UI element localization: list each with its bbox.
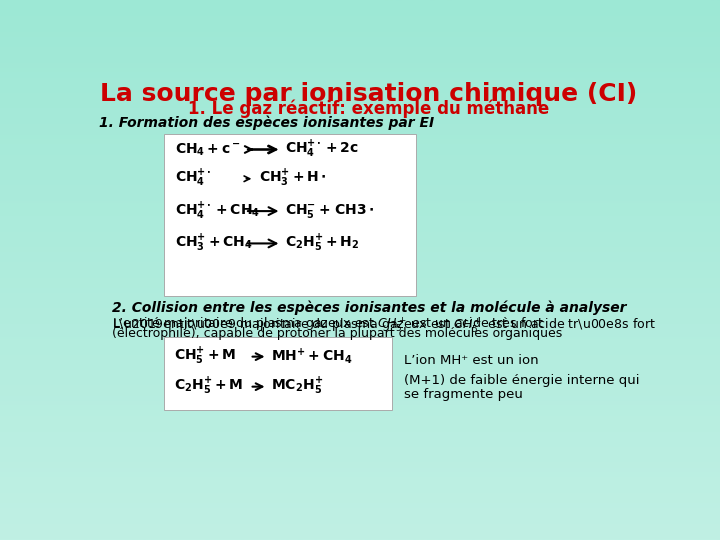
Text: 1. Formation des espèces ionisantes par EI: 1. Formation des espèces ionisantes par … bbox=[99, 116, 434, 130]
Text: (M+1) de faible énergie interne qui: (M+1) de faible énergie interne qui bbox=[404, 374, 639, 387]
Text: $\mathbf{CH_5^{+} + M}$: $\mathbf{CH_5^{+} + M}$ bbox=[174, 346, 235, 367]
Text: $\mathbf{CH_4^{+\cdot} + CH_4}$: $\mathbf{CH_4^{+\cdot} + CH_4}$ bbox=[175, 200, 261, 222]
Text: $\mathbf{C_2H_5^{+} + M}$: $\mathbf{C_2H_5^{+} + M}$ bbox=[174, 376, 243, 397]
FancyBboxPatch shape bbox=[163, 134, 415, 296]
Text: $\mathbf{CH_4^{+\cdot} + 2c}$: $\mathbf{CH_4^{+\cdot} + 2c}$ bbox=[285, 139, 359, 160]
Text: $\mathbf{C_2H_5^{+} + H_2}$: $\mathbf{C_2H_5^{+} + H_2}$ bbox=[285, 233, 360, 254]
Text: $\mathbf{MH^{+} + CH_4}$: $\mathbf{MH^{+} + CH_4}$ bbox=[271, 347, 353, 367]
Text: $\mathbf{CH_4^{+\cdot}}$: $\mathbf{CH_4^{+\cdot}}$ bbox=[175, 168, 212, 190]
Text: $\mathbf{MC_2H_5^{+}}$: $\mathbf{MC_2H_5^{+}}$ bbox=[271, 376, 323, 397]
Text: $\mathbf{CH_3^{+} + H\cdot}$: $\mathbf{CH_3^{+} + H\cdot}$ bbox=[259, 168, 327, 190]
Text: L’entité majoritaire du plasma gazeux est $CH_5^+$ est un acide très fort: L’entité majoritaire du plasma gazeux es… bbox=[112, 315, 544, 334]
Text: La source par ionisation chimique (CI): La source par ionisation chimique (CI) bbox=[100, 82, 638, 106]
Text: $\mathbf{CH_4 + c^-}$: $\mathbf{CH_4 + c^-}$ bbox=[175, 141, 240, 158]
Text: $\mathbf{CH_5^{-} + \,CH3\cdot}$: $\mathbf{CH_5^{-} + \,CH3\cdot}$ bbox=[285, 202, 375, 220]
Text: $\mathbf{CH_3^{+} + CH_4}$: $\mathbf{CH_3^{+} + CH_4}$ bbox=[175, 233, 253, 254]
Text: 1. Le gaz réactif: exemple du méthane: 1. Le gaz réactif: exemple du méthane bbox=[189, 99, 549, 118]
Text: L\u2019entit\u00e9 majoritaire du plasma gazeux est $CH_5^+$ est un acide tr\u00: L\u2019entit\u00e9 majoritaire du plasma… bbox=[112, 316, 656, 335]
Text: 2. Collision entre les espèces ionisantes et la molécule à analyser: 2. Collision entre les espèces ionisante… bbox=[112, 300, 626, 315]
Text: (électrophile), capable de protoner la plupart des molécules organiques: (électrophile), capable de protoner la p… bbox=[112, 327, 562, 340]
Text: L’ion MH⁺ est un ion: L’ion MH⁺ est un ion bbox=[404, 354, 539, 367]
Text: se fragmente peu: se fragmente peu bbox=[404, 388, 523, 401]
FancyBboxPatch shape bbox=[163, 336, 392, 410]
